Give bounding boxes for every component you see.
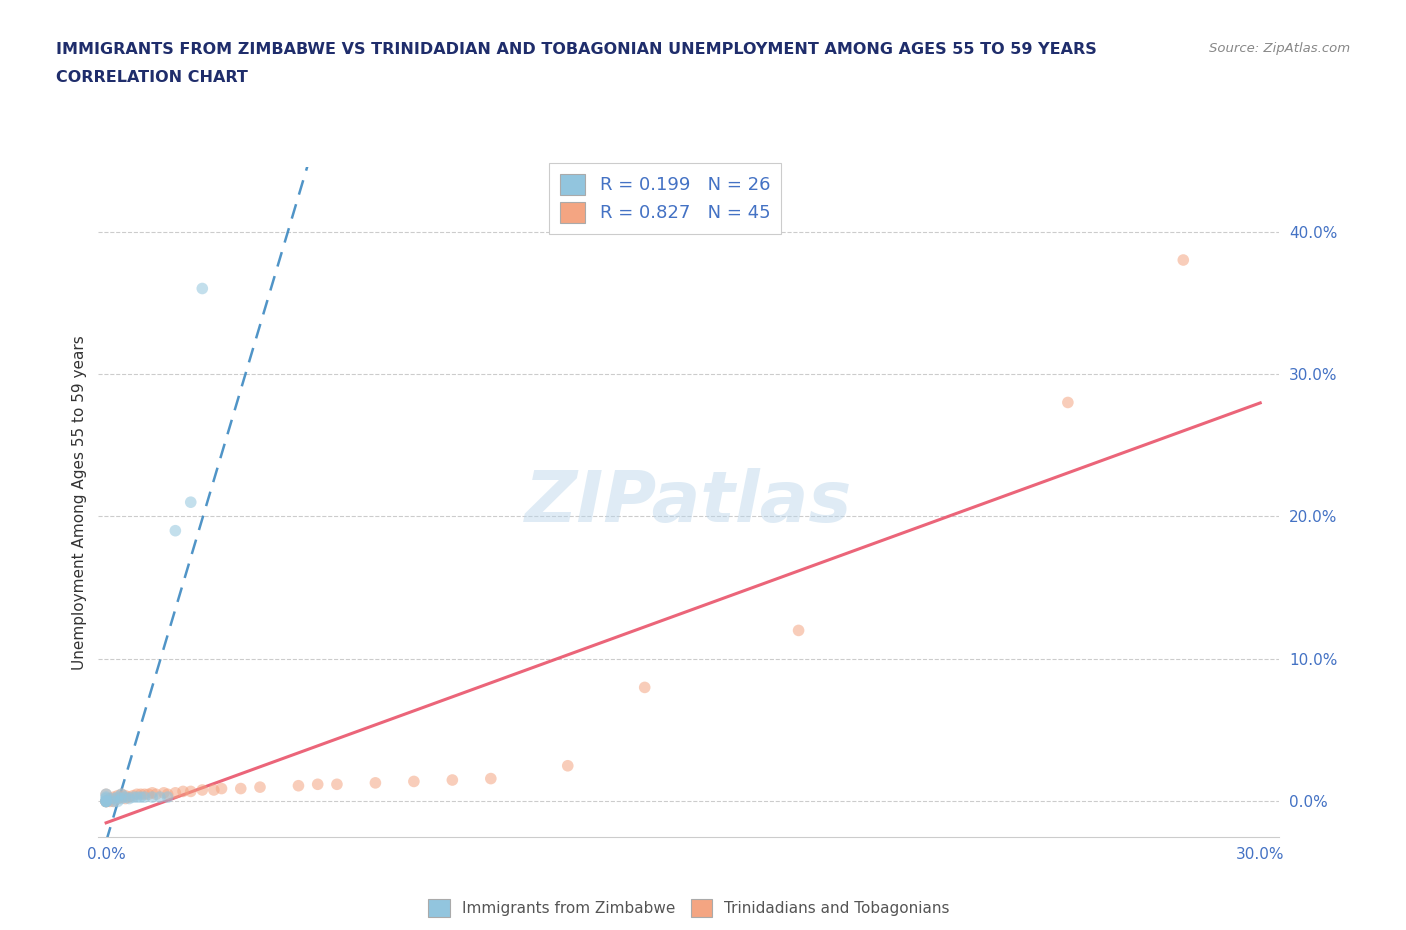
Point [1057,395,1080,410]
Point [103,794,125,809]
Point [364,776,387,790]
Point [94,794,117,809]
Point [402,774,425,789]
Point [787,623,810,638]
Point [138,787,160,802]
Point [107,790,129,804]
Point [141,790,163,804]
Point [107,791,129,806]
Point [156,787,179,802]
Point [129,790,152,804]
Point [118,790,141,804]
Point [98,794,121,809]
Point [103,790,125,804]
Point [191,281,214,296]
Point [110,787,132,802]
Legend: Immigrants from Zimbabwe, Trinidadians and Tobagonians: Immigrants from Zimbabwe, Trinidadians a… [422,893,956,923]
Point [1173,253,1195,268]
Point [122,789,145,804]
Text: Source: ZipAtlas.com: Source: ZipAtlas.com [1209,42,1350,55]
Point [180,784,202,799]
Point [122,790,145,804]
Point [191,782,214,797]
Point [114,791,136,806]
Point [94,791,117,806]
Point [98,791,121,806]
Point [125,787,148,802]
Point [94,794,117,809]
Point [153,786,176,801]
Y-axis label: Unemployment Among Ages 55 to 59 years: Unemployment Among Ages 55 to 59 years [72,335,87,670]
Point [307,777,329,791]
Point [557,758,579,773]
Point [134,787,156,802]
Point [94,794,117,809]
Point [114,790,136,804]
Point [211,781,233,796]
Point [110,790,132,804]
Text: ZIPatlas: ZIPatlas [526,468,852,537]
Point [114,789,136,804]
Point [94,794,117,809]
Point [94,794,117,809]
Point [180,495,202,510]
Point [94,794,117,809]
Point [103,791,125,806]
Point [107,794,129,809]
Point [94,787,117,802]
Point [110,787,132,802]
Point [229,781,252,796]
Point [249,779,271,794]
Point [479,771,502,786]
Point [103,794,125,809]
Point [94,794,117,809]
Point [441,773,464,788]
Point [145,787,167,802]
Point [110,791,132,806]
Point [129,787,152,802]
Point [326,777,349,791]
Point [141,786,163,801]
Point [287,778,309,793]
Point [134,790,156,804]
Point [165,786,187,801]
Point [94,794,117,809]
Point [118,791,141,806]
Point [165,524,187,538]
Point [94,794,117,809]
Point [202,782,225,797]
Text: IMMIGRANTS FROM ZIMBABWE VS TRINIDADIAN AND TOBAGONIAN UNEMPLOYMENT AMONG AGES 5: IMMIGRANTS FROM ZIMBABWE VS TRINIDADIAN … [56,42,1097,57]
Point [94,790,117,804]
Text: CORRELATION CHART: CORRELATION CHART [56,70,247,85]
Point [149,790,172,804]
Point [125,790,148,804]
Point [634,680,657,695]
Point [107,789,129,804]
Point [94,787,117,802]
Point [172,784,194,799]
Point [156,790,179,804]
